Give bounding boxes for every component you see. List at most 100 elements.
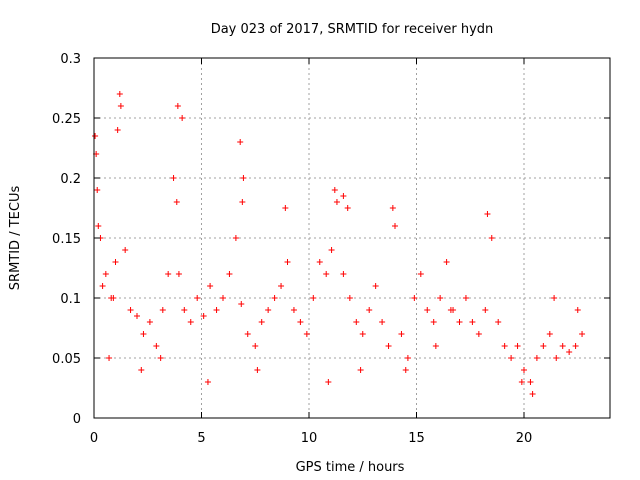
data-point <box>514 343 521 349</box>
data-point <box>488 235 495 241</box>
grid-lines <box>94 58 610 418</box>
data-point <box>325 379 332 385</box>
data-point <box>220 295 226 301</box>
data-point <box>116 91 123 97</box>
y-axis-title: SRMTID / TECUs <box>8 186 23 291</box>
data-point <box>278 283 285 289</box>
data-point <box>521 367 527 373</box>
data-point <box>110 295 117 301</box>
data-point <box>213 307 220 313</box>
data-point <box>240 175 247 181</box>
data-point <box>102 271 109 277</box>
data-point <box>254 367 261 373</box>
y-tick-label: 0.2 <box>60 172 81 187</box>
data-point <box>529 391 536 397</box>
data-point <box>316 259 323 265</box>
data-point <box>238 301 245 307</box>
data-point <box>392 223 398 229</box>
data-point <box>159 307 166 313</box>
data-point <box>372 283 379 289</box>
data-point <box>379 319 386 325</box>
data-point <box>200 313 207 319</box>
y-tick-label: 0.3 <box>60 52 81 67</box>
data-point <box>495 319 502 325</box>
data-point <box>204 379 211 385</box>
x-tick-label: 0 <box>90 431 98 446</box>
data-point <box>265 307 272 313</box>
data-point <box>551 295 558 301</box>
data-point <box>344 205 351 211</box>
data-point <box>173 199 180 205</box>
chart-title: Day 023 of 2017, SRMTID for receiver hyd… <box>211 22 494 37</box>
data-point <box>333 199 340 205</box>
data-point <box>114 127 121 133</box>
data-point <box>359 331 366 337</box>
data-point <box>153 343 160 349</box>
data-point <box>579 331 586 337</box>
data-point <box>475 331 482 337</box>
data-point <box>290 307 297 313</box>
x-tick-label: 10 <box>301 431 318 446</box>
data-point <box>134 313 140 319</box>
data-points <box>92 91 586 397</box>
data-point <box>546 331 553 337</box>
data-point <box>424 307 431 313</box>
data-point <box>106 355 113 361</box>
data-point <box>174 103 181 109</box>
data-point <box>357 367 364 373</box>
data-point <box>271 295 278 301</box>
data-point <box>566 349 573 355</box>
data-point <box>389 205 396 211</box>
data-point <box>117 103 124 109</box>
data-point <box>432 343 439 349</box>
data-point <box>323 271 330 277</box>
data-point <box>95 223 102 229</box>
data-point <box>402 367 409 373</box>
data-point <box>527 379 534 385</box>
data-point <box>179 115 186 121</box>
data-point <box>170 175 177 181</box>
data-point <box>462 295 469 301</box>
x-tick-label: 20 <box>516 431 533 446</box>
data-point <box>284 259 291 265</box>
data-point <box>258 319 265 325</box>
x-axis-ticks: 0 5 10 15 20 <box>90 58 532 446</box>
data-point <box>157 355 164 361</box>
y-tick-label: 0.1 <box>60 292 81 307</box>
data-point <box>92 133 99 139</box>
data-point <box>252 343 259 349</box>
data-point <box>553 355 560 361</box>
data-point <box>112 259 119 265</box>
y-tick-label: 0.15 <box>52 232 81 247</box>
y-tick-label: 0.05 <box>52 352 81 367</box>
data-point <box>404 355 411 361</box>
data-point <box>303 331 310 337</box>
data-point <box>574 307 581 313</box>
data-point <box>501 343 508 349</box>
data-point <box>187 319 194 325</box>
data-point <box>140 331 147 337</box>
data-point <box>146 319 153 325</box>
data-point <box>443 259 450 265</box>
data-point <box>122 247 129 253</box>
data-point <box>572 343 579 349</box>
data-point <box>226 271 233 277</box>
data-point <box>559 343 566 349</box>
data-point <box>417 271 424 277</box>
data-point <box>540 343 547 349</box>
data-point <box>340 193 347 199</box>
data-point <box>331 187 338 193</box>
data-point <box>310 295 317 301</box>
x-axis-title: GPS time / hours <box>296 460 405 475</box>
data-point <box>430 319 437 325</box>
data-point <box>194 295 201 301</box>
data-point <box>99 283 106 289</box>
x-tick-label: 15 <box>408 431 425 446</box>
data-point <box>239 199 246 205</box>
data-point <box>398 331 405 337</box>
data-point <box>340 271 347 277</box>
data-point <box>207 283 214 289</box>
data-point <box>244 331 251 337</box>
